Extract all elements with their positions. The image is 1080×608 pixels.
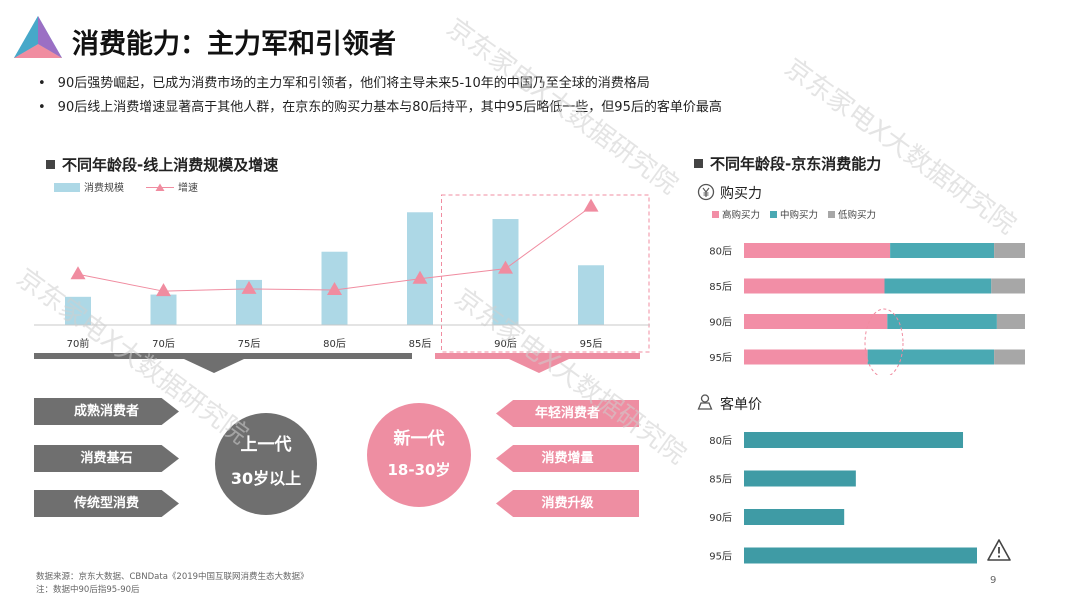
legend-swatch-高购买力 bbox=[712, 211, 719, 218]
bar-aov-95后 bbox=[744, 547, 977, 564]
old-tag-1: 成熟消费者 bbox=[34, 398, 179, 425]
bar-低购买力-80后 bbox=[994, 243, 1025, 258]
y-tick-95后: 95后 bbox=[709, 551, 732, 563]
bar-scale-70前 bbox=[65, 296, 91, 325]
segment-brackets bbox=[34, 353, 640, 373]
y-tick-90后: 90后 bbox=[709, 512, 732, 524]
bar-中购买力-85后 bbox=[884, 278, 992, 294]
legend-label-高购买力: 高购买力 bbox=[722, 209, 760, 221]
aov-label: 客单价 bbox=[720, 397, 762, 413]
new-generation-age: 18-30岁 bbox=[387, 461, 451, 479]
consumption-scale-growth-chart: 消费规模 增速 70前 70后 75后 80后 85后 90后 95后 bbox=[34, 181, 650, 353]
bar-aov-80后 bbox=[744, 432, 964, 448]
growth-marker-70后 bbox=[156, 283, 171, 297]
bar-scale-70后 bbox=[150, 294, 177, 325]
y-tick-80后: 80后 bbox=[709, 246, 732, 258]
new-generation-circle: 新一代 18-30岁 bbox=[367, 403, 471, 507]
legend-label-低购买力: 低购买力 bbox=[838, 209, 876, 221]
bar-高购买力-90后 bbox=[744, 314, 888, 329]
x-tick-70前: 70前 bbox=[67, 337, 90, 350]
bar-低购买力-95后 bbox=[994, 349, 1025, 365]
new-generation-bracket bbox=[435, 353, 640, 359]
bar-低购买力-90后 bbox=[996, 314, 1025, 329]
old-tag-3: 传统型消费 bbox=[34, 490, 179, 517]
old-generation-bracket bbox=[34, 353, 412, 359]
data-source: 数据来源：京东大数据、CBNData《2019中国互联网消费生态大数据》 bbox=[36, 572, 309, 582]
x-tick-75后: 75后 bbox=[238, 338, 261, 350]
legend-swatch-中购买力 bbox=[770, 211, 777, 218]
bullet-1: 90后强势崛起，已成为消费市场的主力军和引领者，他们将主导未来5-10年的中国乃… bbox=[38, 72, 650, 91]
legend-label-scale: 消费规模 bbox=[84, 181, 124, 194]
bar-scale-85后 bbox=[407, 212, 433, 325]
bar-aov-85后 bbox=[744, 470, 856, 487]
yuan-circle-icon bbox=[697, 183, 715, 201]
new-generation-pointer bbox=[509, 359, 569, 373]
bar-高购买力-95后 bbox=[744, 349, 868, 365]
legend-marker-growth bbox=[155, 183, 165, 191]
bullet-2: 90后线上消费增速显著高于其他人群，在京东的购买力基本与80后持平，其中95后略… bbox=[38, 96, 722, 115]
y-tick-95后: 95后 bbox=[709, 352, 732, 364]
growth-marker-80后 bbox=[327, 282, 342, 296]
old-generation-age: 30岁以上 bbox=[230, 469, 302, 488]
bar-scale-95后 bbox=[578, 265, 604, 325]
highlight-ellipse bbox=[864, 308, 904, 375]
x-tick-70后: 70后 bbox=[152, 338, 175, 350]
growth-marker-85后 bbox=[412, 270, 428, 284]
x-tick-85后: 85后 bbox=[409, 338, 432, 350]
bar-中购买力-95后 bbox=[867, 349, 995, 365]
legend-swatch-低购买力 bbox=[828, 211, 835, 218]
x-tick-80后: 80后 bbox=[323, 338, 346, 350]
page-number: 9 bbox=[990, 575, 997, 586]
growth-marker-90后 bbox=[498, 260, 513, 274]
bar-中购买力-90后 bbox=[887, 314, 997, 329]
legend-label-growth: 增速 bbox=[178, 181, 198, 194]
right-panel-title: 不同年龄段-京东消费能力 bbox=[694, 153, 881, 174]
new-tag-2: 消费增量 bbox=[496, 445, 639, 472]
bar-低购买力-85后 bbox=[991, 278, 1025, 294]
new-tag-1: 年轻消费者 bbox=[496, 400, 639, 427]
old-tag-2: 消费基石 bbox=[34, 445, 179, 472]
y-tick-90后: 90后 bbox=[709, 317, 732, 329]
old-generation-name: 上一代 bbox=[240, 435, 292, 455]
old-generation-pointer bbox=[184, 359, 244, 373]
growth-marker-70前 bbox=[70, 266, 86, 280]
highlight-frame-90s bbox=[441, 194, 650, 353]
left-chart-title: 不同年龄段-线上消费规模及增速 bbox=[46, 154, 278, 175]
bar-aov-90后 bbox=[744, 509, 845, 525]
growth-marker-95后 bbox=[583, 198, 599, 212]
aov-chart: 80后 85后 90后 95后 bbox=[709, 432, 977, 564]
x-tick-90后: 90后 bbox=[494, 338, 517, 350]
old-generation-circle: 上一代 30岁以上 bbox=[215, 413, 317, 515]
page-title: 消费能力：主力军和引领者 bbox=[72, 29, 396, 60]
bar-高购买力-85后 bbox=[744, 278, 885, 294]
person-icon bbox=[697, 394, 713, 410]
bar-高购买力-80后 bbox=[744, 243, 891, 258]
y-tick-85后: 85后 bbox=[709, 474, 732, 486]
purchase-power-chart: 高购买力 中购买力 低购买力 80后 85后 90后 95后 bbox=[709, 209, 1025, 375]
footnote: 注：数据中90后指95-90后 bbox=[36, 585, 140, 595]
legend-swatch-scale bbox=[54, 183, 80, 192]
x-tick-95后: 95后 bbox=[580, 338, 603, 350]
purchase-power-label: 购买力 bbox=[720, 186, 762, 202]
growth-marker-75后 bbox=[241, 280, 257, 294]
new-generation-name: 新一代 bbox=[393, 429, 445, 449]
bar-中购买力-80后 bbox=[890, 243, 995, 258]
warning-triangle-icon bbox=[987, 539, 1011, 561]
legend-label-中购买力: 中购买力 bbox=[780, 209, 818, 221]
brand-logo-icon bbox=[14, 16, 62, 58]
y-tick-85后: 85后 bbox=[709, 281, 732, 293]
new-tag-3: 消费升级 bbox=[496, 490, 639, 517]
y-tick-80后: 80后 bbox=[709, 435, 732, 447]
